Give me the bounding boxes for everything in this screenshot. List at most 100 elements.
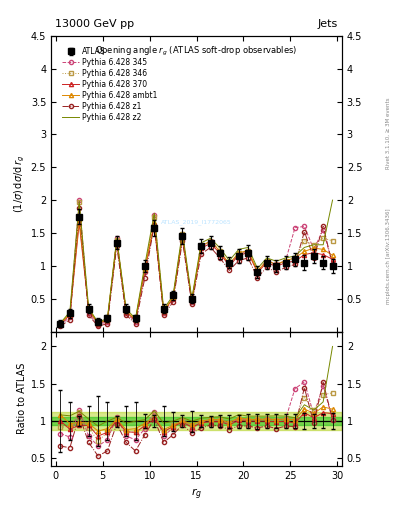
Pythia 6.428 370	[180, 234, 185, 241]
Pythia 6.428 346	[246, 248, 250, 254]
Pythia 6.428 z1	[161, 312, 166, 318]
Pythia 6.428 370	[161, 309, 166, 315]
Pythia 6.428 ambt1	[171, 294, 175, 301]
Pythia 6.428 370	[171, 295, 175, 301]
Pythia 6.428 z1	[77, 205, 82, 211]
Pythia 6.428 z1	[311, 255, 316, 261]
Pythia 6.428 370	[77, 220, 82, 226]
Pythia 6.428 346	[105, 317, 110, 324]
Pythia 6.428 z2	[227, 258, 232, 264]
Pythia 6.428 345	[105, 318, 110, 325]
Pythia 6.428 346	[180, 231, 185, 238]
Pythia 6.428 346	[293, 255, 298, 261]
Pythia 6.428 z2	[264, 255, 269, 261]
Pythia 6.428 ambt1	[274, 262, 279, 268]
Pythia 6.428 345	[161, 310, 166, 316]
Y-axis label: Ratio to ATLAS: Ratio to ATLAS	[17, 363, 27, 434]
Pythia 6.428 z2	[161, 306, 166, 312]
Pythia 6.428 z1	[143, 274, 147, 281]
Pythia 6.428 370	[227, 263, 232, 269]
Pythia 6.428 346	[227, 262, 232, 268]
Pythia 6.428 345	[255, 268, 260, 274]
Pythia 6.428 345	[218, 248, 222, 254]
Pythia 6.428 z2	[311, 242, 316, 248]
Pythia 6.428 z2	[218, 245, 222, 251]
Pythia 6.428 z1	[68, 316, 72, 323]
Pythia 6.428 z2	[330, 197, 335, 203]
Pythia 6.428 345	[321, 227, 325, 233]
Pythia 6.428 370	[321, 251, 325, 258]
Legend: ATLAS, Pythia 6.428 345, Pythia 6.428 346, Pythia 6.428 370, Pythia 6.428 ambt1,: ATLAS, Pythia 6.428 345, Pythia 6.428 34…	[61, 46, 159, 123]
Pythia 6.428 345	[199, 244, 204, 250]
Pythia 6.428 346	[68, 311, 72, 317]
Pythia 6.428 z2	[86, 305, 91, 311]
Pythia 6.428 345	[311, 246, 316, 252]
Pythia 6.428 z2	[199, 240, 204, 246]
Pythia 6.428 z1	[293, 262, 298, 268]
Pythia 6.428 ambt1	[246, 248, 250, 254]
Pythia 6.428 ambt1	[255, 268, 260, 274]
Pythia 6.428 ambt1	[264, 258, 269, 264]
Pythia 6.428 z2	[246, 244, 250, 250]
Pythia 6.428 z2	[171, 292, 175, 298]
Pythia 6.428 345	[124, 310, 129, 316]
Pythia 6.428 z2	[302, 244, 307, 250]
Pythia 6.428 ambt1	[293, 255, 298, 261]
Line: Pythia 6.428 z1: Pythia 6.428 z1	[59, 206, 334, 328]
Pythia 6.428 ambt1	[161, 308, 166, 314]
Pythia 6.428 346	[311, 242, 316, 248]
Pythia 6.428 345	[330, 262, 335, 268]
Pythia 6.428 370	[124, 309, 129, 315]
Pythia 6.428 346	[330, 238, 335, 244]
Pythia 6.428 z1	[171, 299, 175, 305]
Pythia 6.428 z1	[189, 301, 194, 307]
Pythia 6.428 ambt1	[227, 261, 232, 267]
Pythia 6.428 z2	[208, 235, 213, 241]
Pythia 6.428 370	[246, 250, 250, 256]
Pythia 6.428 370	[58, 321, 63, 327]
Text: ATLAS_2019_I1772065: ATLAS_2019_I1772065	[161, 219, 232, 225]
Pythia 6.428 346	[171, 294, 175, 301]
Pythia 6.428 346	[208, 239, 213, 245]
Pythia 6.428 ambt1	[321, 246, 325, 252]
Pythia 6.428 345	[68, 314, 72, 320]
Pythia 6.428 345	[152, 211, 157, 218]
Pythia 6.428 z2	[321, 242, 325, 248]
Pythia 6.428 346	[86, 307, 91, 313]
Text: 13000 GeV pp: 13000 GeV pp	[55, 19, 134, 30]
Pythia 6.428 ambt1	[58, 320, 63, 326]
Pythia 6.428 ambt1	[105, 316, 110, 323]
Pythia 6.428 346	[321, 235, 325, 241]
Pythia 6.428 ambt1	[218, 248, 222, 254]
Pythia 6.428 346	[283, 258, 288, 264]
Pythia 6.428 345	[77, 197, 82, 203]
Pythia 6.428 z1	[264, 264, 269, 270]
Pythia 6.428 z1	[218, 255, 222, 261]
Pythia 6.428 ambt1	[68, 311, 72, 317]
Pythia 6.428 370	[264, 260, 269, 266]
Text: mcplots.cern.ch [arXiv:1306.3436]: mcplots.cern.ch [arXiv:1306.3436]	[386, 208, 391, 304]
Pythia 6.428 ambt1	[95, 320, 100, 326]
Pythia 6.428 370	[68, 312, 72, 318]
Line: Pythia 6.428 345: Pythia 6.428 345	[59, 198, 334, 327]
Pythia 6.428 370	[302, 251, 307, 258]
Pythia 6.428 z2	[77, 198, 82, 204]
Line: Pythia 6.428 z2: Pythia 6.428 z2	[61, 200, 332, 323]
Pythia 6.428 346	[95, 321, 100, 327]
Pythia 6.428 370	[189, 298, 194, 304]
Line: Pythia 6.428 346: Pythia 6.428 346	[59, 200, 334, 326]
Pythia 6.428 z2	[133, 315, 138, 322]
Pythia 6.428 z1	[105, 321, 110, 327]
Pythia 6.428 346	[133, 317, 138, 324]
Pythia 6.428 370	[311, 250, 316, 256]
Pythia 6.428 ambt1	[180, 233, 185, 239]
Pythia 6.428 370	[143, 267, 147, 273]
Pythia 6.428 ambt1	[114, 238, 119, 244]
Pythia 6.428 ambt1	[124, 308, 129, 314]
Pythia 6.428 ambt1	[143, 265, 147, 271]
Pythia 6.428 346	[189, 297, 194, 304]
Pythia 6.428 345	[114, 235, 119, 241]
Pythia 6.428 345	[189, 299, 194, 305]
Pythia 6.428 345	[208, 238, 213, 244]
Pythia 6.428 370	[95, 321, 100, 327]
